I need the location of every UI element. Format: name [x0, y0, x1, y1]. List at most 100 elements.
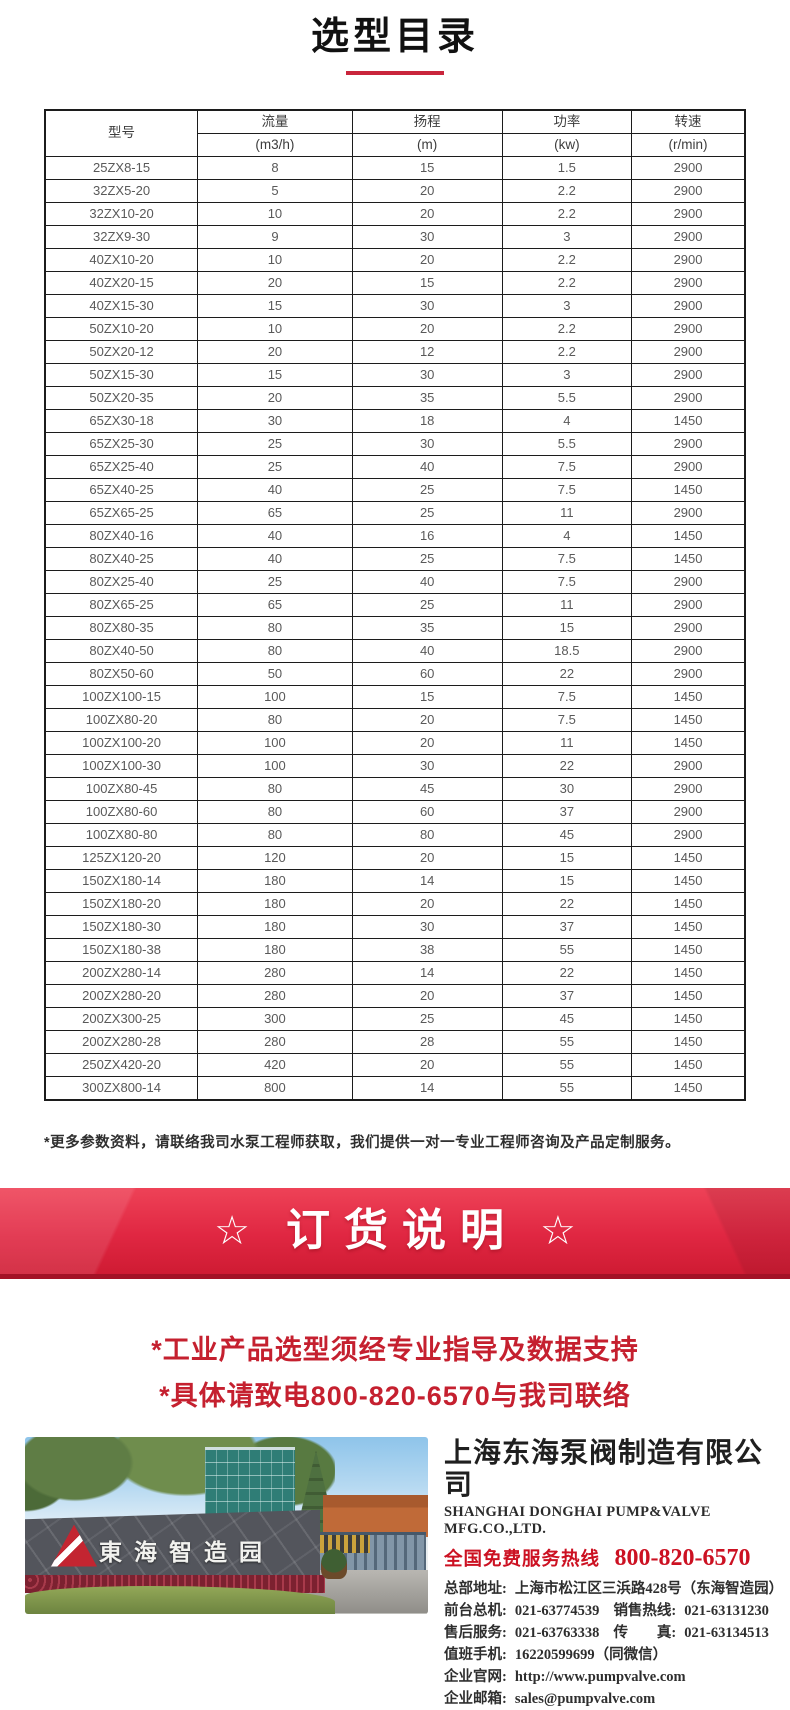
detail-value: 上海市松江区三浜路428号（东海智造园） — [514, 1580, 784, 1597]
table-header: 型号 流量 扬程 功率 转速 (m3/h) (m) (kw) (r/min) — [44, 109, 746, 157]
model-cell: 200ZX280-20 — [44, 983, 199, 1008]
model-cell: 150ZX180-30 — [44, 914, 199, 939]
value-cell: 37 — [501, 914, 633, 939]
table-row: 40ZX20-15 20 15 2.2 2900 — [44, 270, 746, 295]
table-row: 150ZX180-20 180 20 22 1450 — [44, 891, 746, 916]
detail-label: 传 真: — [613, 1624, 677, 1641]
title-underline — [346, 70, 444, 75]
value-cell: 420 — [197, 1052, 353, 1077]
value-cell: 15 — [501, 845, 633, 870]
company-section: 東海智造园 上海东海泵阀制造有限公司 SHANGHAI DONGHAI PUMP… — [0, 1436, 790, 1710]
hotline-number: 800-820-6570 — [614, 1544, 751, 1571]
detail-value: 021-63774539 — [514, 1602, 600, 1619]
value-cell: 7.5 — [501, 569, 633, 594]
value-cell: 7.5 — [501, 707, 633, 732]
value-cell: 15 — [501, 868, 633, 893]
company-detail-line: 前台总机: 021-63774539 销售热线: 021-63131230 — [444, 1600, 790, 1622]
detail-label: 销售热线: — [613, 1602, 677, 1619]
value-cell: 2900 — [631, 615, 746, 640]
company-detail-line: 总部地址: 上海市松江区三浜路428号（东海智造园） — [444, 1578, 790, 1600]
detail-label: 前台总机: — [444, 1602, 507, 1619]
value-cell: 40 — [197, 546, 353, 571]
value-cell: 1450 — [631, 937, 746, 962]
value-cell: 40 — [351, 638, 503, 663]
table-row: 65ZX40-25 40 25 7.5 1450 — [44, 477, 746, 502]
value-cell: 20 — [351, 845, 503, 870]
value-cell: 25 — [197, 454, 353, 479]
value-cell: 180 — [197, 937, 353, 962]
model-cell: 50ZX20-35 — [44, 385, 199, 410]
model-cell: 125ZX120-20 — [44, 845, 199, 870]
model-cell: 65ZX65-25 — [44, 500, 199, 525]
value-cell: 20 — [351, 707, 503, 732]
model-cell: 150ZX180-38 — [44, 937, 199, 962]
column-header: 扬程 — [351, 109, 503, 134]
value-cell: 80 — [197, 799, 353, 824]
value-cell: 80 — [197, 638, 353, 663]
model-cell: 200ZX280-28 — [44, 1029, 199, 1054]
table-body: 25ZX8-15 8 15 1.5 2900 32ZX5-20 5 20 2.2 2900 32ZX… — [44, 155, 746, 1100]
value-cell: 2900 — [631, 155, 746, 180]
column-unit: (kw) — [501, 132, 633, 157]
detail-label: 总部地址: — [444, 1580, 507, 1597]
value-cell: 30 — [351, 753, 503, 778]
table-row: 32ZX5-20 5 20 2.2 2900 — [44, 178, 746, 203]
value-cell: 2.2 — [501, 316, 633, 341]
model-cell: 50ZX15-30 — [44, 362, 199, 387]
star-icon: ☆ — [540, 1208, 576, 1253]
notice-line: *具体请致电800-820-6570与我司联络 — [159, 1380, 631, 1411]
value-cell: 14 — [351, 868, 503, 893]
value-cell: 30 — [351, 362, 503, 387]
value-cell: 25 — [351, 477, 503, 502]
value-cell: 2900 — [631, 661, 746, 686]
company-name-cn: 上海东海泵阀制造有限公司 — [444, 1436, 764, 1500]
value-cell: 20 — [197, 385, 353, 410]
model-cell: 80ZX50-60 — [44, 661, 199, 686]
value-cell: 30 — [351, 914, 503, 939]
column-header: 流量 — [197, 109, 353, 134]
value-cell: 65 — [197, 592, 353, 617]
value-cell: 11 — [501, 500, 633, 525]
value-cell: 12 — [351, 339, 503, 364]
table-row: 50ZX20-35 20 35 5.5 2900 — [44, 385, 746, 410]
table-row: 80ZX50-60 50 60 22 2900 — [44, 661, 746, 686]
detail-label: 售后服务: — [444, 1624, 507, 1641]
value-cell: 20 — [351, 247, 503, 272]
company-info: 上海东海泵阀制造有限公司 SHANGHAI DONGHAI PUMP&VALVE… — [444, 1437, 790, 1710]
value-cell: 14 — [351, 1075, 503, 1100]
table-row: 25ZX8-15 8 15 1.5 2900 — [44, 155, 746, 180]
model-cell: 32ZX5-20 — [44, 178, 199, 203]
value-cell: 30 — [501, 776, 633, 801]
star-icon: ☆ — [214, 1208, 250, 1253]
value-cell: 2900 — [631, 178, 746, 203]
orange-building-art — [323, 1494, 428, 1537]
value-cell: 28 — [351, 1029, 503, 1054]
model-cell: 65ZX25-30 — [44, 431, 199, 456]
column-unit: (r/min) — [631, 132, 746, 157]
value-cell: 30 — [351, 431, 503, 456]
value-cell: 20 — [197, 339, 353, 364]
value-cell: 1.5 — [501, 155, 633, 180]
notice-line: *工业产品选型须经专业指导及数据支持 — [151, 1334, 639, 1365]
table-row: 200ZX280-14 280 14 22 1450 — [44, 960, 746, 985]
value-cell: 30 — [197, 408, 353, 433]
value-cell: 2900 — [631, 500, 746, 525]
value-cell: 10 — [197, 247, 353, 272]
value-cell: 1450 — [631, 891, 746, 916]
value-cell: 2.2 — [501, 247, 633, 272]
value-cell: 1450 — [631, 730, 746, 755]
value-cell: 37 — [501, 983, 633, 1008]
model-cell: 50ZX20-12 — [44, 339, 199, 364]
model-cell: 150ZX180-20 — [44, 891, 199, 916]
value-cell: 22 — [501, 661, 633, 686]
model-cell: 40ZX15-30 — [44, 293, 199, 318]
value-cell: 30 — [351, 224, 503, 249]
value-cell: 40 — [351, 454, 503, 479]
detail-value: http://www.pumpvalve.com — [514, 1668, 686, 1685]
table-row: 65ZX25-30 25 30 5.5 2900 — [44, 431, 746, 456]
table-row: 80ZX40-50 80 40 18.5 2900 — [44, 638, 746, 663]
value-cell: 100 — [197, 753, 353, 778]
table-footnote: *更多参数资料，请联络我司水泵工程师获取，我们提供一对一专业工程师咨询及产品定制… — [44, 1134, 681, 1151]
value-cell: 20 — [351, 316, 503, 341]
value-cell: 1450 — [631, 1052, 746, 1077]
